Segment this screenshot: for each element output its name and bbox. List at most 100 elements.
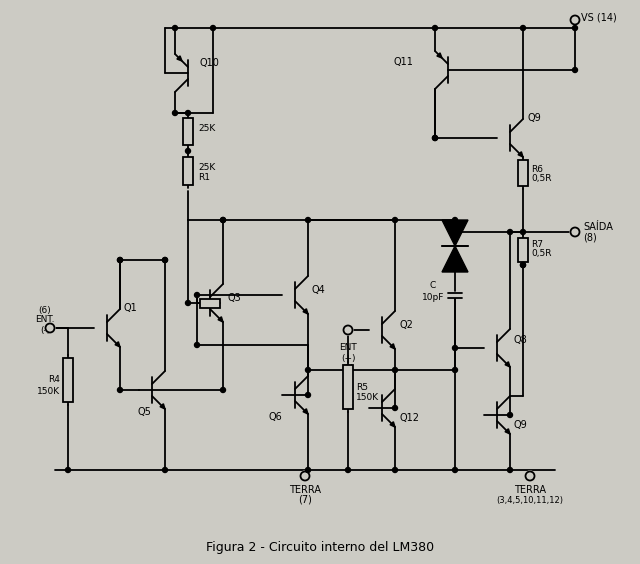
Circle shape bbox=[392, 368, 397, 372]
Circle shape bbox=[452, 346, 458, 350]
Polygon shape bbox=[177, 56, 182, 61]
Circle shape bbox=[433, 135, 438, 140]
Circle shape bbox=[163, 258, 168, 262]
Text: R6: R6 bbox=[531, 165, 543, 174]
Text: Q1: Q1 bbox=[124, 303, 138, 313]
Circle shape bbox=[452, 468, 458, 473]
Polygon shape bbox=[115, 342, 120, 347]
Circle shape bbox=[300, 471, 310, 481]
Circle shape bbox=[173, 111, 177, 116]
Polygon shape bbox=[303, 309, 308, 314]
Text: VS (14): VS (14) bbox=[581, 13, 617, 23]
Text: SAÍDA: SAÍDA bbox=[583, 222, 613, 232]
Text: Q4: Q4 bbox=[312, 285, 326, 295]
Bar bbox=[200, 298, 220, 307]
Text: 0,5R: 0,5R bbox=[531, 174, 552, 183]
Circle shape bbox=[346, 468, 351, 473]
Circle shape bbox=[570, 227, 580, 237]
Circle shape bbox=[305, 468, 310, 473]
Circle shape bbox=[508, 230, 513, 235]
Text: Q9: Q9 bbox=[527, 113, 541, 123]
Circle shape bbox=[508, 412, 513, 417]
Circle shape bbox=[211, 25, 216, 30]
Text: (3,4,5,10,11,12): (3,4,5,10,11,12) bbox=[497, 496, 563, 505]
Circle shape bbox=[186, 301, 191, 306]
Text: 25K: 25K bbox=[198, 124, 215, 133]
Circle shape bbox=[186, 111, 191, 116]
Circle shape bbox=[195, 342, 200, 347]
Circle shape bbox=[118, 258, 122, 262]
Text: R4: R4 bbox=[48, 376, 60, 385]
Text: (-): (-) bbox=[40, 325, 50, 334]
Circle shape bbox=[305, 393, 310, 398]
Text: R5: R5 bbox=[356, 382, 368, 391]
Text: (+): (+) bbox=[340, 354, 355, 363]
Circle shape bbox=[433, 25, 438, 30]
Polygon shape bbox=[505, 362, 510, 367]
Circle shape bbox=[186, 148, 191, 153]
Bar bbox=[63, 358, 73, 402]
Bar bbox=[183, 118, 193, 145]
Polygon shape bbox=[442, 220, 468, 246]
Circle shape bbox=[520, 25, 525, 30]
Text: TERRA: TERRA bbox=[514, 485, 546, 495]
Text: Q11: Q11 bbox=[393, 57, 413, 67]
Circle shape bbox=[573, 25, 577, 30]
Circle shape bbox=[573, 68, 577, 73]
Circle shape bbox=[452, 368, 458, 372]
Text: ENT: ENT bbox=[339, 343, 357, 352]
Text: Q5: Q5 bbox=[137, 407, 151, 417]
Circle shape bbox=[452, 218, 458, 223]
Text: Figura 2 - Circuito interno del LM380: Figura 2 - Circuito interno del LM380 bbox=[206, 541, 434, 554]
Circle shape bbox=[45, 323, 55, 333]
Circle shape bbox=[118, 387, 122, 393]
Circle shape bbox=[433, 135, 438, 140]
Circle shape bbox=[163, 468, 168, 473]
Polygon shape bbox=[505, 429, 510, 434]
Text: TERRA: TERRA bbox=[289, 485, 321, 495]
Text: (7): (7) bbox=[298, 495, 312, 505]
Text: ENT.: ENT. bbox=[35, 315, 55, 324]
Circle shape bbox=[392, 218, 397, 223]
Circle shape bbox=[520, 262, 525, 267]
Polygon shape bbox=[442, 246, 468, 272]
Text: Q2: Q2 bbox=[399, 320, 413, 330]
Text: 10pF: 10pF bbox=[422, 293, 444, 302]
Text: (8): (8) bbox=[583, 232, 596, 242]
Text: Q3: Q3 bbox=[227, 293, 241, 303]
Circle shape bbox=[118, 258, 122, 262]
Circle shape bbox=[525, 471, 535, 481]
Polygon shape bbox=[303, 409, 308, 414]
Bar bbox=[518, 160, 528, 186]
Circle shape bbox=[221, 218, 225, 223]
Circle shape bbox=[343, 325, 353, 335]
Circle shape bbox=[163, 258, 168, 262]
Polygon shape bbox=[437, 53, 442, 58]
Polygon shape bbox=[160, 404, 165, 409]
Polygon shape bbox=[390, 343, 395, 349]
Circle shape bbox=[520, 230, 525, 235]
Text: Q8: Q8 bbox=[514, 335, 528, 345]
Circle shape bbox=[508, 468, 513, 473]
Text: 0,5R: 0,5R bbox=[531, 249, 552, 258]
Text: 150K: 150K bbox=[356, 393, 379, 402]
Circle shape bbox=[392, 468, 397, 473]
Text: (2): (2) bbox=[342, 364, 355, 372]
Circle shape bbox=[570, 15, 580, 25]
Text: Q12: Q12 bbox=[399, 413, 419, 423]
Circle shape bbox=[305, 368, 310, 372]
Circle shape bbox=[173, 25, 177, 30]
Bar bbox=[518, 238, 528, 262]
Text: Q9: Q9 bbox=[514, 420, 528, 430]
Circle shape bbox=[195, 293, 200, 297]
Circle shape bbox=[452, 230, 458, 235]
Polygon shape bbox=[218, 317, 223, 322]
Bar bbox=[183, 157, 193, 185]
Text: 150K: 150K bbox=[37, 387, 60, 396]
Polygon shape bbox=[390, 422, 395, 427]
Polygon shape bbox=[518, 152, 523, 157]
Text: Q10: Q10 bbox=[200, 58, 220, 68]
Text: Q6: Q6 bbox=[268, 412, 282, 422]
Circle shape bbox=[520, 262, 525, 267]
Text: C: C bbox=[430, 280, 436, 289]
